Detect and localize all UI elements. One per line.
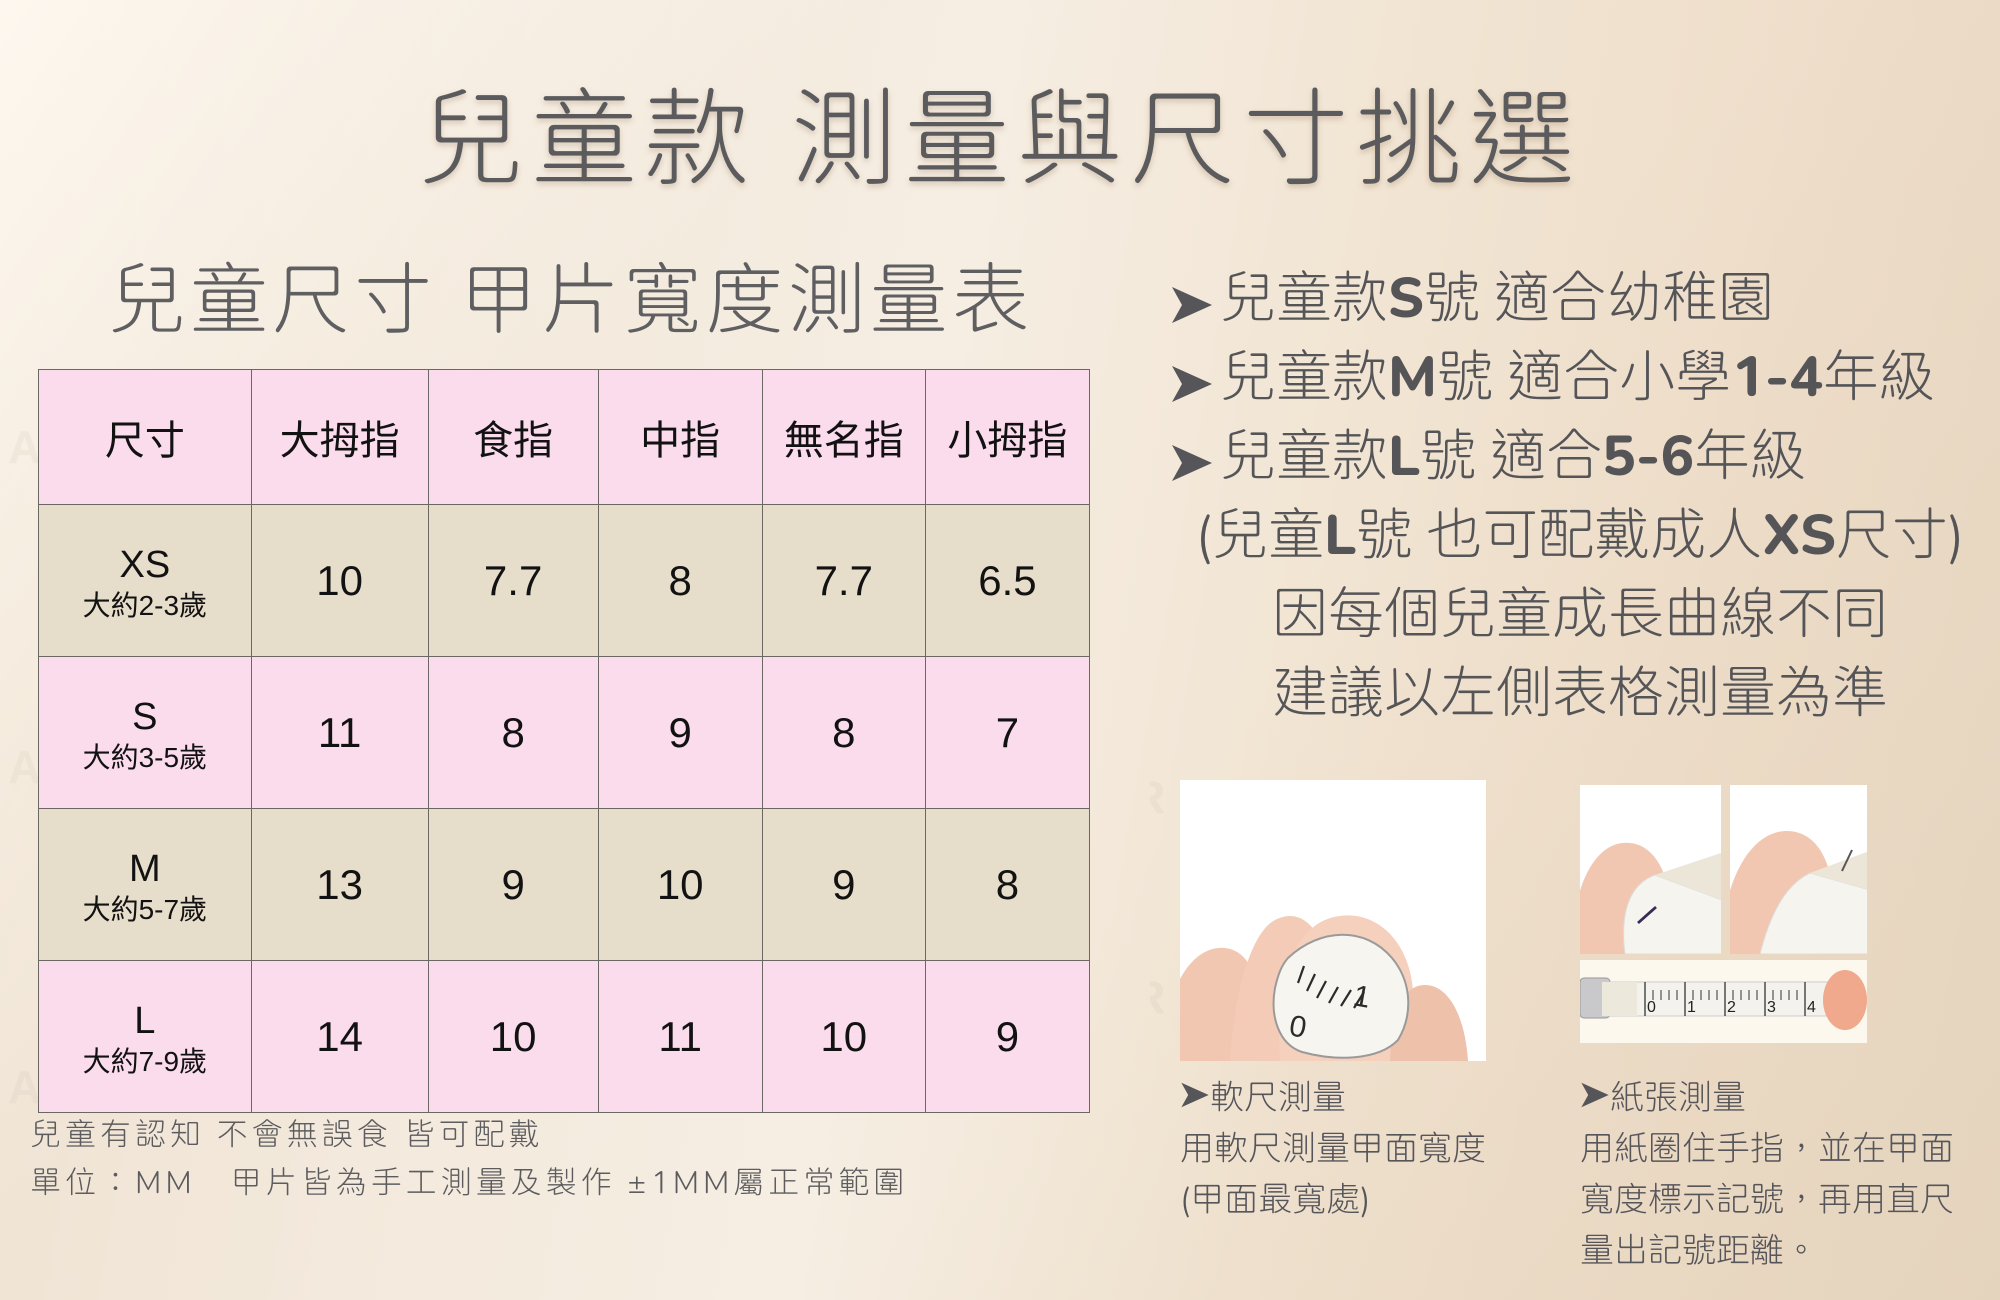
svg-text:4: 4 bbox=[1807, 999, 1816, 1016]
svg-text:0: 0 bbox=[1647, 999, 1656, 1016]
svg-text:1: 1 bbox=[1687, 999, 1696, 1016]
svg-text:2: 2 bbox=[1727, 999, 1736, 1016]
svg-text:3: 3 bbox=[1767, 999, 1776, 1016]
